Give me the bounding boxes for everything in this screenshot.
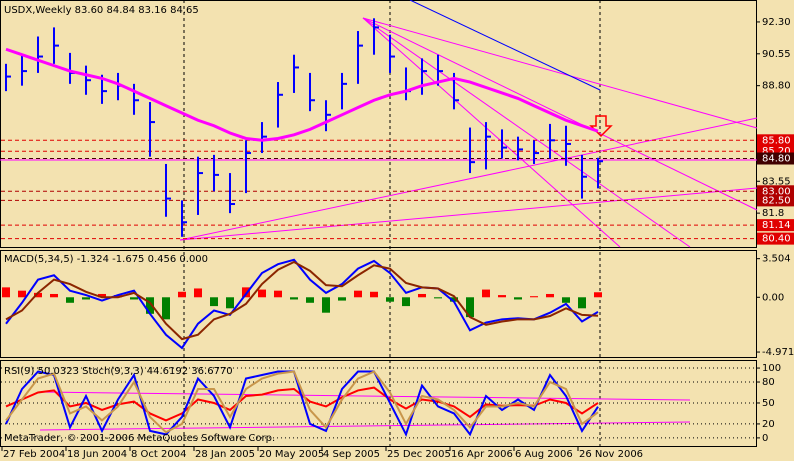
histogram-bar — [578, 297, 586, 309]
trend-lines — [0, 17, 758, 431]
histogram-bar — [258, 289, 266, 298]
histogram-bar — [66, 297, 74, 303]
histogram-bar — [2, 287, 10, 298]
x-tick-label: 16 Apr 2006 — [451, 449, 513, 460]
level-label-bg — [757, 152, 794, 165]
macd-panel-frame — [0, 250, 757, 358]
series-line — [5, 258, 599, 350]
histogram-bar — [546, 293, 554, 298]
trend-line — [362, 17, 691, 248]
histogram-bar — [402, 297, 410, 307]
histogram-bar — [82, 297, 90, 300]
histogram-bar — [194, 288, 202, 298]
histogram-bar — [226, 297, 234, 309]
price-title: USDX,Weekly 83.60 84.84 83.16 84.65 — [4, 5, 199, 16]
trend-line — [179, 187, 758, 241]
level-label-bg — [757, 219, 794, 232]
x-tick-label: 8 Oct 2004 — [131, 449, 186, 460]
price-panel-frame — [0, 0, 757, 248]
histogram-bar — [162, 297, 170, 320]
histogram-bar — [498, 295, 506, 298]
histogram-bar — [306, 297, 314, 303]
copyright: MetaTrader, © 2001-2006 MetaQuotes Softw… — [4, 433, 275, 444]
histogram-bar — [114, 295, 122, 298]
x-tick-label: 27 Feb 2004 — [3, 449, 65, 460]
x-tick-label: 20 May 2005 — [259, 449, 324, 460]
histogram-bar — [338, 297, 346, 301]
level-label: 80.40 — [762, 234, 791, 245]
y-tick-label: 88.80 — [762, 81, 791, 92]
series-line — [5, 370, 599, 438]
level-label-bg — [757, 194, 794, 207]
histogram-bar — [242, 287, 250, 298]
histogram-bar — [386, 297, 394, 302]
histogram-bar — [50, 293, 58, 298]
x-tick-label: 6 Aug 2006 — [515, 449, 573, 460]
histogram-bar — [130, 297, 138, 300]
y-tick-label: 20 — [762, 419, 775, 430]
histogram-bar — [322, 297, 330, 313]
histogram-bar — [594, 292, 602, 298]
histogram-bar — [98, 293, 106, 298]
histogram-bar — [530, 296, 538, 298]
period-separators — [183, 0, 601, 447]
x-tick-label: 18 Jun 2004 — [67, 449, 127, 460]
down-arrow — [589, 115, 613, 138]
y-tick-label: 92.30 — [762, 17, 791, 28]
histogram-bar — [274, 290, 282, 298]
series-line — [5, 260, 599, 341]
histogram-bar — [562, 297, 570, 303]
level-label: 85.80 — [762, 135, 791, 146]
histogram-bar — [210, 297, 218, 307]
histogram-bar — [450, 297, 458, 302]
y-tick-label: 80 — [762, 377, 775, 388]
x-tick-label: 4 Sep 2005 — [323, 449, 380, 460]
macd-title: MACD(5,34,5) -1.324 -1.675 0.456 0.000 — [4, 254, 208, 265]
osc-panel-frame — [0, 360, 757, 447]
level-label-bg — [757, 185, 794, 198]
trend-line — [39, 391, 691, 401]
histogram-bar — [514, 297, 522, 300]
x-tick-label: 25 Dec 2005 — [387, 449, 451, 460]
histogram-bar — [466, 297, 474, 318]
trend-line — [362, 17, 758, 129]
trend-line — [362, 17, 758, 211]
series-line — [5, 47, 599, 142]
y-tick-label: 81.8 — [762, 208, 784, 219]
histogram-bar — [290, 297, 298, 300]
histogram-bar — [146, 297, 154, 314]
level-label: 83.00 — [762, 186, 791, 197]
channel-line — [409, 0, 601, 91]
histogram-bar — [370, 291, 378, 298]
series-line — [5, 370, 599, 434]
y-tick-label: 50 — [762, 398, 775, 409]
y-tick-label: 83.55 — [762, 176, 791, 187]
level-label: 84.80 — [762, 154, 791, 165]
histogram-bar — [482, 289, 490, 298]
y-tick-label: 0.00 — [762, 292, 784, 303]
y-tick-label: 3.504 — [762, 254, 791, 265]
y-tick-label: 100 — [762, 363, 781, 374]
x-tick-label: 28 Jan 2005 — [195, 449, 255, 460]
histogram-bar — [34, 292, 42, 298]
histogram-bar — [18, 290, 26, 298]
osc-title: RSI(9) 50.0323 Stoch(9,3,3) 44.6192 36.6… — [4, 366, 233, 377]
trend-line — [179, 117, 758, 241]
histogram-bar — [434, 297, 442, 299]
level-label: 81.14 — [762, 220, 791, 231]
y-tick-label: 90.55 — [762, 49, 791, 60]
histogram-bar — [418, 293, 426, 298]
y-tick-label: 0 — [762, 433, 768, 444]
trend-line — [362, 17, 621, 248]
level-label: 82.50 — [762, 195, 791, 206]
histogram-bar — [354, 290, 362, 298]
y-tick-label: -4.971 — [762, 347, 794, 358]
level-label-bg — [757, 232, 794, 245]
histogram-bar — [178, 291, 186, 298]
level-label-bg — [757, 134, 794, 147]
level-label: 85.20 — [762, 146, 791, 157]
x-tick-label: 26 Nov 2006 — [579, 449, 643, 460]
